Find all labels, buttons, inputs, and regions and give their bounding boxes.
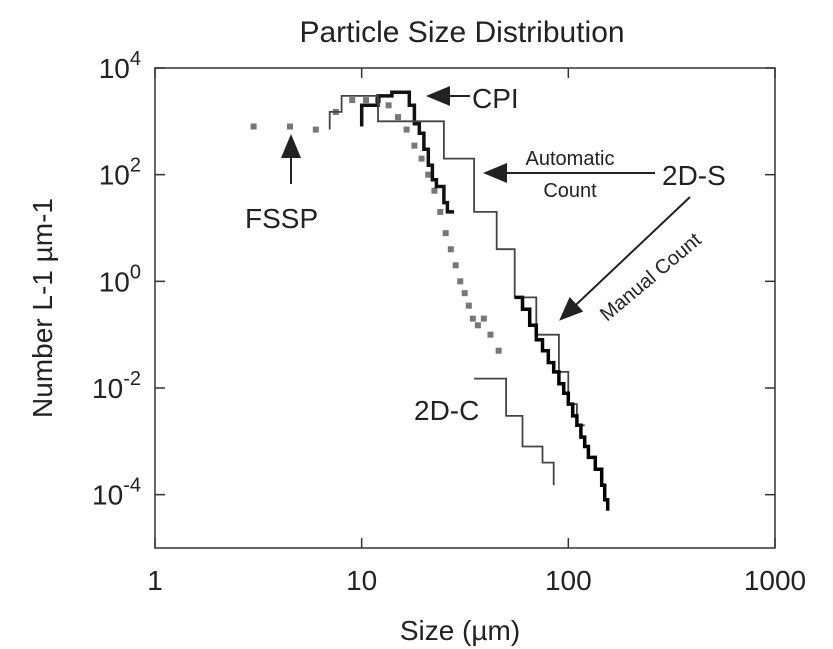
y-tick-exponent: 0 (130, 261, 141, 283)
y-tick-label: 100 (99, 261, 141, 297)
label-2ds: 2D-S (662, 160, 726, 191)
data-point (349, 97, 356, 104)
series-line-2d-c (474, 377, 555, 486)
series-line-2d-s-manual-count (514, 295, 610, 511)
data-point (312, 126, 319, 133)
label-manual-count: Manual Count (596, 229, 706, 326)
y-tick-base: 10 (99, 53, 130, 84)
data-point (452, 262, 459, 269)
arrow-manual (559, 196, 691, 321)
data-point (474, 322, 481, 329)
label-2dc: 2D-C (414, 395, 479, 426)
y-axis-label: Number L-1 µm-1 (27, 198, 58, 418)
x-ticks: 1 10 100 1000 (147, 68, 806, 596)
data-point (425, 171, 432, 178)
series-line-cpi (359, 90, 455, 214)
data-point (403, 126, 410, 133)
data-point (457, 278, 464, 285)
label-fssp: FSSP (245, 203, 318, 234)
x-tick-label: 10 (346, 565, 377, 596)
data-point (465, 302, 472, 309)
y-tick-label: 104 (99, 48, 141, 84)
data-point (385, 102, 392, 109)
x-tick-label: 1000 (744, 565, 806, 596)
y-tick-exponent: 2 (130, 155, 141, 177)
label-automatic: Automatic (526, 148, 615, 170)
data-point (487, 331, 494, 338)
data-point (442, 230, 449, 237)
y-tick-label: 10-2 (92, 368, 141, 404)
y-tick-exponent: 4 (130, 48, 141, 70)
data-point (437, 208, 444, 215)
chart-title: Particle Size Distribution (299, 16, 624, 49)
data-point (480, 315, 487, 322)
data-point (250, 123, 257, 130)
y-tick-base: 10 (92, 373, 123, 404)
y-tick-base: 10 (99, 160, 130, 191)
y-tick-base: 10 (92, 480, 123, 511)
x-tick-label: 1 (147, 565, 163, 596)
y-tick-label: 10-4 (92, 475, 141, 511)
label-cpi: CPI (472, 83, 519, 114)
y-tick-exponent: -4 (123, 475, 141, 497)
y-tick-base: 10 (99, 266, 130, 297)
data-point (447, 246, 454, 253)
x-axis-label: Size (µm) (400, 615, 520, 646)
data-point (418, 155, 425, 162)
data-point (431, 187, 438, 194)
x-tick-label: 100 (545, 565, 592, 596)
data-point (363, 97, 370, 104)
label-count: Count (543, 180, 597, 202)
y-tick-exponent: -2 (123, 368, 141, 390)
data-point (469, 315, 476, 322)
y-tick-label: 102 (99, 155, 141, 191)
data-point (411, 142, 418, 149)
data-point (395, 114, 402, 121)
plot-frame (154, 67, 776, 549)
data-point (286, 123, 293, 130)
series-layer (250, 90, 610, 511)
data-point (461, 290, 468, 297)
data-point (495, 347, 502, 354)
series-line-2d-s-automatic-count (328, 95, 585, 427)
